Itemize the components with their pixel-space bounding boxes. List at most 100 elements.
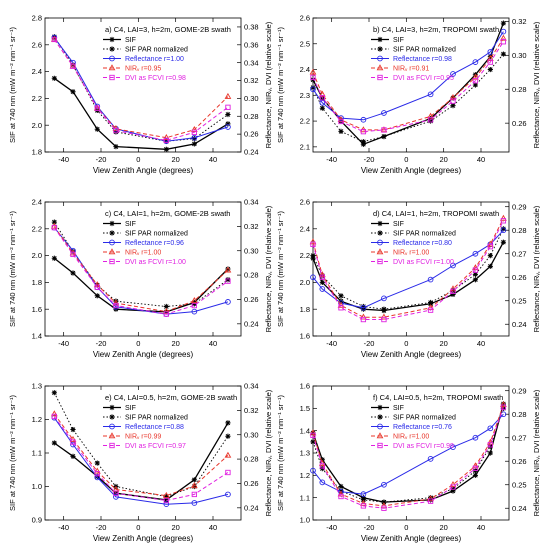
data-point <box>338 293 344 299</box>
legend-label: SIF <box>125 37 136 44</box>
y-tick-label: 1.5 <box>300 404 310 413</box>
data-point <box>51 440 57 446</box>
data-point <box>472 82 478 88</box>
x-tick-label: -20 <box>96 523 107 532</box>
legend-marker <box>109 423 115 430</box>
legend-item: SIF <box>371 36 404 44</box>
data-point <box>360 491 367 497</box>
y2-tick-label: 0.25 <box>512 296 527 305</box>
legend-label: SIF PAR normalized <box>393 47 456 54</box>
data-point <box>225 121 231 127</box>
data-point <box>427 307 434 313</box>
data-point <box>360 304 367 311</box>
legend-marker <box>377 230 383 236</box>
legend-label: NIRᵥ r=1.00 <box>393 250 429 257</box>
chart-panel-5: -40 -20 0 20 40 0.9 1.0 1.1 1.2 1.3 0.24 0.26 0.28 0.… <box>8 382 273 543</box>
legend-marker <box>109 36 115 43</box>
data-point <box>319 274 325 280</box>
series-line-1 <box>312 403 505 503</box>
data-point <box>472 434 479 441</box>
data-point <box>427 117 434 123</box>
data-point <box>113 494 119 500</box>
series-line-2 <box>312 53 504 143</box>
series-line-4 <box>312 218 504 318</box>
x-tick-label: -20 <box>364 523 375 532</box>
y2-tick-label: 0.28 <box>512 410 527 419</box>
data-point <box>163 497 169 504</box>
y2-tick-label: 0.30 <box>244 430 259 439</box>
data-point <box>225 104 231 110</box>
data-point <box>472 271 478 277</box>
data-point <box>472 277 478 283</box>
data-point <box>163 497 169 503</box>
y2-tick-label: 0.32 <box>244 406 259 415</box>
legend-label: SIF PAR normalized <box>393 231 456 238</box>
legend-item: Reflectance r=0.76 <box>371 423 452 431</box>
legend-marker <box>376 248 384 255</box>
data-point <box>449 94 457 100</box>
legend-item: DVI as FCVI r=0.95 <box>371 74 454 82</box>
legend-item: SIF PAR normalized <box>371 46 456 54</box>
data-point <box>500 34 507 41</box>
y2-tick-label: 0.28 <box>512 226 527 235</box>
data-point <box>450 291 456 298</box>
data-point <box>191 491 197 498</box>
y2-tick-label: 0.24 <box>244 148 259 157</box>
x-axis-label: View Zenith Angle (degrees) <box>93 350 194 359</box>
series-line-1 <box>53 77 229 150</box>
data-point <box>310 74 316 81</box>
y-axis-label: SIF at 740 nm (mW m⁻² nm⁻¹ sr⁻¹) <box>8 26 17 143</box>
data-point <box>360 499 367 506</box>
x-tick-label: 0 <box>136 523 140 532</box>
y-tick-label: 2.2 <box>32 94 42 103</box>
data-point <box>487 263 493 269</box>
data-point <box>500 401 507 408</box>
data-point <box>500 20 506 26</box>
y-tick-label: 1.8 <box>300 305 310 314</box>
legend-label: SIF <box>393 405 404 412</box>
data-point <box>225 124 231 130</box>
data-point <box>94 471 100 477</box>
data-point <box>310 274 316 281</box>
data-point <box>500 227 507 234</box>
data-point <box>360 116 367 123</box>
legend-marker <box>377 74 383 81</box>
y2-tick-label: 0.26 <box>244 295 259 304</box>
legend-label: SIF PAR normalized <box>125 47 188 54</box>
data-point <box>338 118 344 125</box>
legend-item: SIF PAR normalized <box>103 414 188 422</box>
series-line-5 <box>312 41 504 133</box>
legend-marker <box>109 46 115 52</box>
y2-tick-label: 0.28 <box>244 112 259 121</box>
y2-tick-label: 0.34 <box>244 198 259 207</box>
data-point <box>225 299 231 305</box>
y-axis-label: SIF at 740 nm (mW m⁻² nm⁻¹ sr⁻¹) <box>8 210 17 327</box>
series-line-2 <box>312 228 504 310</box>
x-tick-label: 20 <box>439 155 447 164</box>
y-axis-label: SIF at 740 nm (mW m⁻² nm⁻¹ sr⁻¹) <box>276 394 285 511</box>
data-point <box>163 501 170 508</box>
chart-panel-6: -40 -20 0 20 40 1.0 1.1 1.2 1.3 1.4 1.5 1.6 0.24 0.25… <box>276 382 540 543</box>
y2-axis-label: Reflectance, NIRᵥ, DVI (relative scale) <box>532 205 540 332</box>
x-tick-label: 0 <box>404 339 408 348</box>
chart-title: e) C4, LAI=0.5, h=2m, GOME-2B swath <box>105 393 237 402</box>
legend-marker <box>109 404 115 411</box>
data-point <box>427 276 434 283</box>
x-axis-label: View Zenith Angle (degrees) <box>93 166 194 175</box>
legend-item: SIF <box>103 220 136 228</box>
y2-tick-label: 0.29 <box>512 386 527 395</box>
legend-label: DVI as FCVI r=1.00 <box>125 259 186 266</box>
data-point <box>500 214 507 221</box>
x-tick-label: 40 <box>477 339 485 348</box>
x-tick-label: 0 <box>404 523 408 532</box>
y2-tick-label: 0.30 <box>244 94 259 103</box>
data-point <box>338 493 344 500</box>
y-tick-label: 2.2 <box>32 224 42 233</box>
legend-marker <box>377 414 383 420</box>
data-point <box>450 103 456 109</box>
y2-tick-label: 0.24 <box>512 320 527 329</box>
series-line-3 <box>312 413 504 495</box>
data-point <box>310 86 316 93</box>
y-tick-label: 1.1 <box>32 449 42 458</box>
data-point <box>70 426 76 433</box>
